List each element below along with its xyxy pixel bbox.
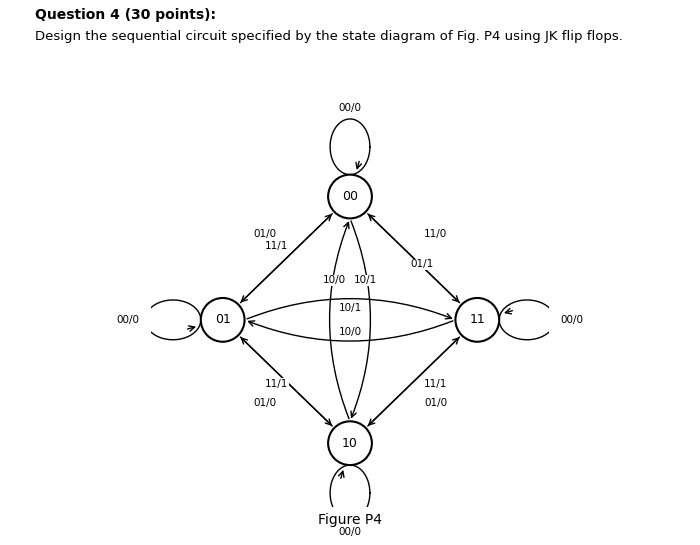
Text: 01/0: 01/0 bbox=[424, 398, 447, 408]
Text: 10/1: 10/1 bbox=[354, 275, 377, 285]
Circle shape bbox=[328, 421, 372, 465]
Text: 00/0: 00/0 bbox=[561, 315, 584, 325]
Text: 11/1: 11/1 bbox=[265, 241, 288, 251]
Text: Design the sequential circuit specified by the state diagram of Fig. P4 using JK: Design the sequential circuit specified … bbox=[35, 30, 623, 43]
Text: Question 4 (30 points):: Question 4 (30 points): bbox=[35, 8, 216, 22]
Circle shape bbox=[201, 298, 244, 342]
Circle shape bbox=[456, 298, 499, 342]
Text: 01/0: 01/0 bbox=[253, 229, 276, 239]
Text: 10/1: 10/1 bbox=[338, 303, 362, 313]
Text: 00: 00 bbox=[342, 190, 358, 203]
Text: 11/0: 11/0 bbox=[424, 229, 447, 239]
Text: 11/1: 11/1 bbox=[424, 379, 447, 389]
Text: 01: 01 bbox=[215, 313, 230, 326]
Text: 10/0: 10/0 bbox=[338, 327, 362, 337]
Circle shape bbox=[328, 174, 372, 219]
Text: 10: 10 bbox=[342, 437, 358, 450]
Text: 01/1: 01/1 bbox=[410, 259, 433, 269]
Text: 00/0: 00/0 bbox=[116, 315, 139, 325]
Text: 01/0: 01/0 bbox=[253, 398, 276, 408]
Text: 00/0: 00/0 bbox=[339, 103, 361, 113]
Text: 11: 11 bbox=[470, 313, 485, 326]
Text: 00/0: 00/0 bbox=[339, 526, 361, 537]
Text: 11/1: 11/1 bbox=[265, 379, 288, 389]
Text: Figure P4: Figure P4 bbox=[318, 513, 382, 528]
Text: 10/0: 10/0 bbox=[323, 275, 346, 285]
